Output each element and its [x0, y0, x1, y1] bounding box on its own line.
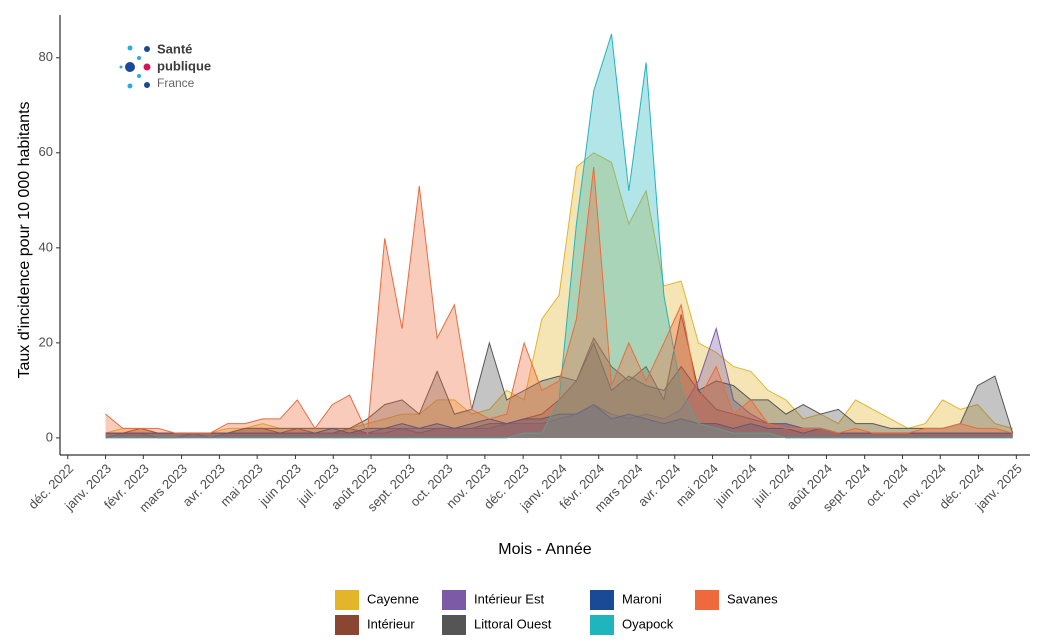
- logo-dot: [144, 46, 150, 52]
- y-tick-label: 60: [39, 144, 53, 159]
- logo-dot: [144, 82, 150, 88]
- area-line: [105, 33, 1013, 439]
- y-tick-label: 20: [39, 334, 53, 349]
- legend-label: Intérieur: [367, 616, 415, 631]
- legend-label: Intérieur Est: [474, 591, 544, 606]
- logo-dot: [137, 56, 141, 60]
- logo-dot: [125, 62, 135, 72]
- legend-swatch: [695, 590, 719, 610]
- legend-swatch: [590, 590, 614, 610]
- logo-dot: [119, 65, 123, 69]
- area-line: [105, 167, 1013, 435]
- logo-dot: [137, 74, 141, 78]
- x-tick-label: juin 2023: [255, 461, 304, 510]
- area-line: [105, 341, 1014, 434]
- legend-swatch: [442, 615, 466, 635]
- area-line: [105, 404, 1013, 434]
- legend-swatch: [590, 615, 614, 635]
- y-tick-label: 40: [39, 239, 53, 254]
- y-tick-label: 0: [46, 429, 53, 444]
- area-line: [105, 152, 1013, 434]
- legend-label: Littoral Ouest: [474, 616, 552, 631]
- area-fill: [105, 404, 1013, 438]
- logo-dot: [127, 45, 133, 51]
- y-axis-label: Taux d'incidence pour 10 000 habitants: [16, 101, 33, 378]
- area-fill: [105, 167, 1013, 438]
- legend-label: Savanes: [727, 591, 778, 606]
- legend-label: Cayenne: [367, 591, 419, 606]
- logo: Santé publique France: [119, 41, 211, 90]
- logo-text: France: [157, 76, 195, 90]
- area-fill: [105, 314, 1013, 438]
- x-axis-label: Mois - Année: [498, 541, 591, 558]
- legend-label: Maroni: [622, 591, 662, 606]
- legend-swatch: [442, 590, 466, 610]
- y-tick-label: 80: [39, 49, 53, 64]
- logo-dot: [127, 83, 133, 89]
- legend-swatch: [335, 615, 359, 635]
- legend-swatch: [335, 590, 359, 610]
- logo-text: publique: [157, 58, 211, 73]
- legend-label: Oyapock: [622, 616, 674, 631]
- logo-text: Santé: [157, 41, 192, 56]
- logo-dot: [143, 63, 151, 71]
- x-tick-label: juin 2024: [711, 461, 760, 510]
